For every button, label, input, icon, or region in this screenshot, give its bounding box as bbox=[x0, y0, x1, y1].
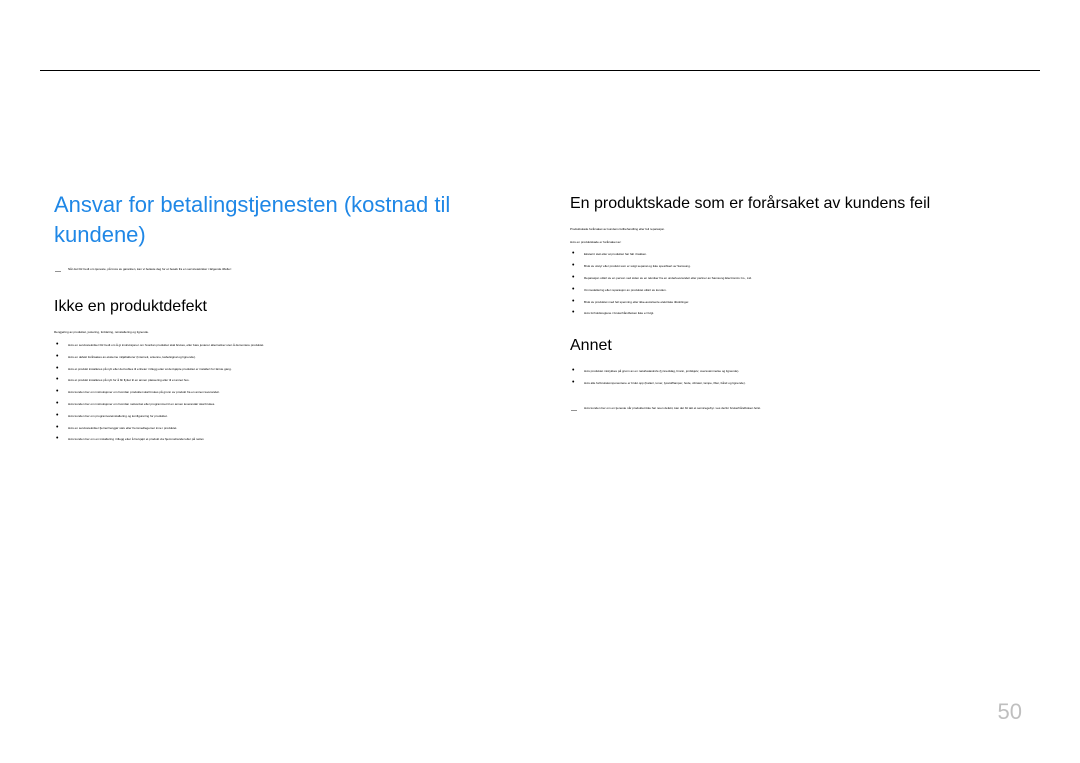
list-item: Reparasjon utført av en person ved siden… bbox=[570, 276, 1026, 281]
list-item: Bruk av produktet med feil spenning elle… bbox=[570, 300, 1026, 305]
section2-heading: En produktskade som er forårsaket av kun… bbox=[570, 194, 1026, 215]
page-number: 50 bbox=[998, 699, 1022, 725]
list-item: Hvis en servicetekniker fjerner/rengjør … bbox=[54, 426, 510, 431]
top-rule bbox=[40, 70, 1040, 71]
intro-note-text: Når det blir bedt om tjeneste, på tross … bbox=[68, 267, 232, 275]
section1-lead: Rengjøring av produktet, justering, fork… bbox=[54, 330, 510, 335]
list-item: Hvis et produkt installeres på nytt for … bbox=[54, 378, 510, 383]
dash-icon bbox=[54, 267, 62, 275]
intro-note: Når det blir bedt om tjeneste, på tross … bbox=[54, 267, 510, 275]
list-item: Hvis kunden ber om instruksjoner om hvor… bbox=[54, 402, 510, 407]
list-item: Hvis alle forbrukskomponentene er brukt … bbox=[570, 381, 1026, 386]
right-column: En produktskade som er forårsaket av kun… bbox=[570, 194, 1026, 462]
list-item: Hvis en defekt forårsakes av eksterne mi… bbox=[54, 355, 510, 360]
section3-heading: Annet bbox=[570, 336, 1026, 357]
list-item: Hvis forholdsreglene i brukerhåndboken i… bbox=[570, 311, 1026, 316]
closing-note-text: Hvis kunden ber om en tjeneste når produ… bbox=[584, 406, 761, 414]
main-heading: Ansvar for betalingstjenesten (kostnad t… bbox=[54, 190, 510, 249]
list-item: Hvis kunden ber om programvareinstalleri… bbox=[54, 414, 510, 419]
section1-heading: Ikke en produktdefekt bbox=[54, 297, 510, 318]
list-item: Hvis et produkt installeres på nytt elle… bbox=[54, 367, 510, 372]
closing-note: Hvis kunden ber om en tjeneste når produ… bbox=[570, 406, 1026, 414]
list-item: Eksternt støt eller at produktet har fal… bbox=[570, 252, 1026, 257]
list-item: Hvis kunden ber om instruksjoner om hvor… bbox=[54, 390, 510, 395]
list-item: Bruk av utstyr eller produkt som er solg… bbox=[570, 264, 1026, 269]
section1-list: Hvis en servicetekniker blir bedt om å g… bbox=[54, 343, 510, 442]
section2-lead2: Hvis en produktskade er forårsaket av: bbox=[570, 240, 1026, 245]
dash-icon bbox=[570, 406, 578, 414]
list-item: Ommodellering eller reparasjon av produk… bbox=[570, 288, 1026, 293]
list-item: Hvis kunden ber om en installering i til… bbox=[54, 437, 510, 442]
page-content: Ansvar for betalingstjenesten (kostnad t… bbox=[54, 190, 1026, 462]
left-column: Ansvar for betalingstjenesten (kostnad t… bbox=[54, 190, 510, 462]
section2-list: Eksternt støt eller at produktet har fal… bbox=[570, 252, 1026, 316]
section3-list: Hvis produktet mislykkes på grunn av en … bbox=[570, 369, 1026, 386]
list-item: Hvis en servicetekniker blir bedt om å g… bbox=[54, 343, 510, 348]
list-item: Hvis produktet mislykkes på grunn av en … bbox=[570, 369, 1026, 374]
section2-lead1: Produktskade forårsaket av kundens feilb… bbox=[570, 227, 1026, 232]
